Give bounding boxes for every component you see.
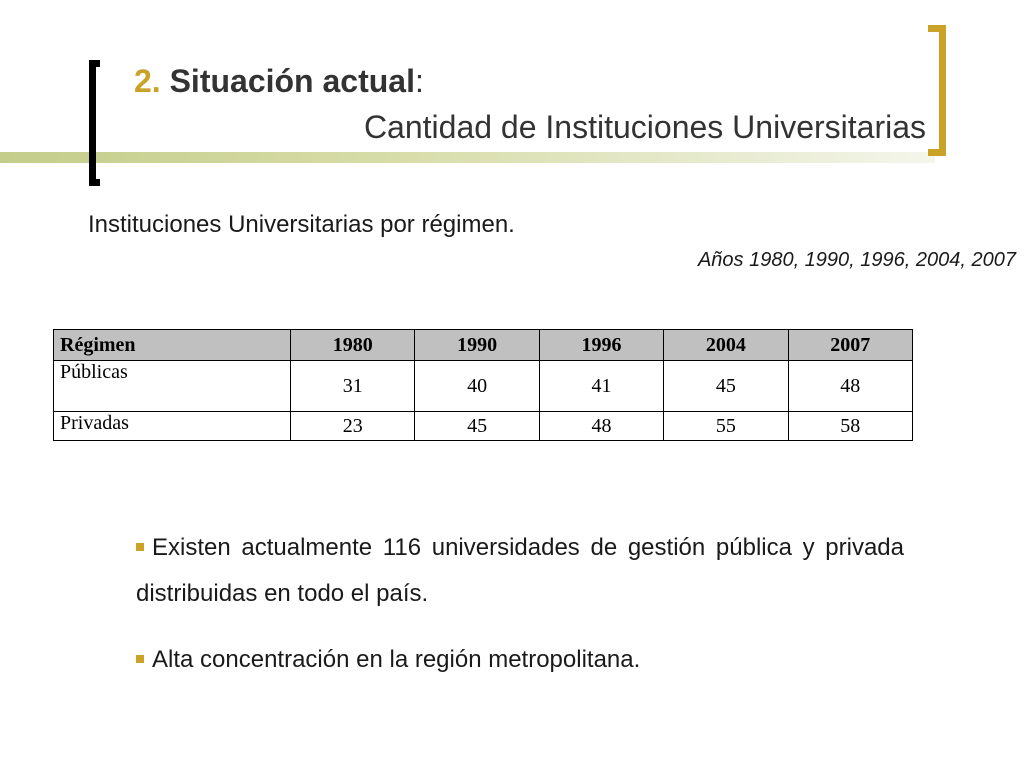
table-row: Públicas 31 40 41 45 48	[53, 360, 914, 412]
table-cell: 40	[414, 360, 540, 412]
table-cell: 48	[538, 411, 665, 441]
column-header: 1980	[289, 329, 416, 361]
slide-subtitle: Cantidad de Instituciones Universitarias	[363, 109, 926, 145]
bullet-square-icon	[136, 655, 144, 663]
table-cell: 31	[289, 360, 416, 412]
bullet-item: Existen actualmente 116 universidades de…	[136, 525, 904, 617]
bullet-text: Existen actualmente 116 universidades de…	[136, 534, 904, 607]
table-cell: 23	[289, 411, 416, 441]
title-colon: :	[414, 63, 424, 99]
slide-title: 2. Situación actual:	[134, 61, 424, 101]
row-label: Públicas	[53, 360, 291, 412]
column-header: 1990	[414, 329, 540, 361]
title-divider	[0, 152, 935, 163]
column-header: 2007	[787, 329, 914, 361]
table-heading: Instituciones Universitarias por régimen…	[88, 211, 515, 238]
table-cell: 45	[414, 411, 540, 441]
bullet-item: Alta concentración en la región metropol…	[136, 637, 904, 683]
table-cell: 48	[787, 360, 914, 412]
left-bracket-decoration	[89, 60, 100, 186]
table-years-caption: Años 1980, 1990, 1996, 2004, 2007	[697, 249, 1016, 271]
table-header-row: Régimen 1980 1990 1996 2004 2007	[53, 329, 914, 361]
bullet-list: Existen actualmente 116 universidades de…	[136, 525, 904, 683]
column-header: Régimen	[53, 329, 291, 361]
column-header: 2004	[663, 329, 789, 361]
bullet-square-icon	[136, 543, 144, 551]
table-cell: 45	[663, 360, 789, 412]
row-label: Privadas	[53, 411, 291, 441]
table-row: Privadas 23 45 48 55 58	[53, 411, 914, 441]
bullet-text: Alta concentración en la región metropol…	[152, 646, 641, 673]
table-cell: 41	[538, 360, 665, 412]
regimen-table: Régimen 1980 1990 1996 2004 2007 Pública…	[53, 329, 914, 441]
table-cell: 55	[663, 411, 789, 441]
column-header: 1996	[538, 329, 665, 361]
right-bracket-decoration	[928, 25, 946, 156]
title-text: Situación actual	[169, 63, 415, 99]
title-number: 2.	[134, 63, 161, 99]
table-cell: 58	[787, 411, 914, 441]
